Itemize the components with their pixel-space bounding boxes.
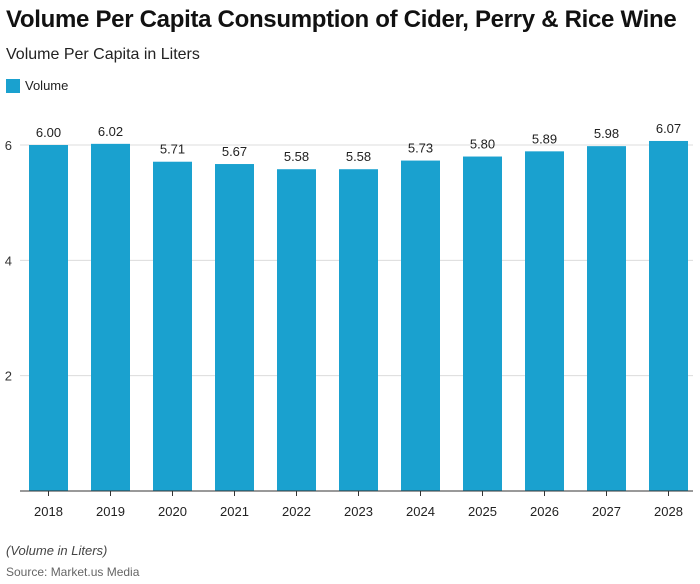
y-tick-label: 4 [5,253,12,268]
data-label: 5.58 [346,149,371,164]
data-label: 5.73 [408,141,433,156]
chart-title: Volume Per Capita Consumption of Cider, … [6,6,677,33]
x-tick-label: 2023 [344,504,373,519]
bar [339,169,378,491]
bar [215,164,254,491]
bar [153,161,192,491]
data-label: 5.58 [284,149,309,164]
data-label: 5.89 [532,131,557,146]
bar [91,143,130,491]
chart-source: Source: Market.us Media [6,565,140,579]
chart-note: (Volume in Liters) [6,543,108,558]
x-tick-label: 2019 [96,504,125,519]
data-label: 5.80 [470,137,495,152]
bar [29,145,68,491]
x-tick-label: 2022 [282,504,311,519]
x-tick-label: 2024 [406,504,435,519]
x-tick-label: 2027 [592,504,621,519]
x-tick-label: 2018 [34,504,63,519]
data-label: 5.98 [594,126,619,141]
y-tick-label: 6 [5,138,12,153]
legend-swatch [6,78,20,93]
bar [649,140,688,492]
legend-label: Volume [25,78,69,93]
legend: Volume [6,78,68,93]
y-tick-label: 2 [5,369,12,384]
data-label: 6.00 [36,125,61,140]
x-tick-label: 2025 [468,504,497,519]
data-label: 5.71 [160,142,185,157]
bar [277,169,316,491]
x-tick-label: 2021 [220,504,249,519]
data-label: 6.02 [98,124,123,139]
chart-subtitle: Volume Per Capita in Liters [6,46,200,63]
bar [401,160,440,491]
bar [463,156,502,492]
bar [587,146,626,492]
bar [525,151,564,492]
data-label: 6.07 [656,121,681,136]
data-label: 5.67 [222,144,247,159]
x-tick-label: 2020 [158,504,187,519]
x-tick-label: 2028 [654,504,683,519]
x-tick-label: 2026 [530,504,559,519]
